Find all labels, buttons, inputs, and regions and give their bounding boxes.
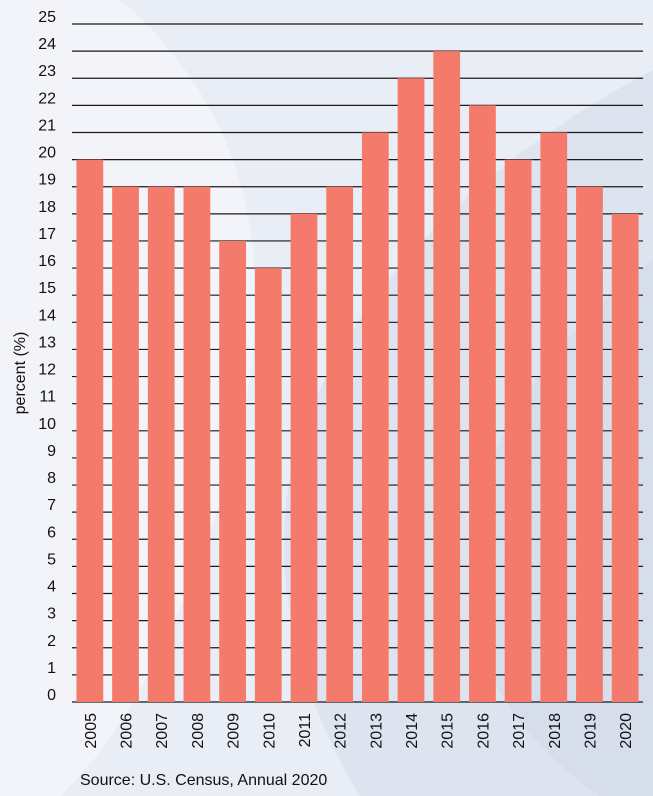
bar-2006 <box>112 186 139 703</box>
y-tick-label: 25 <box>38 9 56 26</box>
y-tick-label: 13 <box>38 334 56 351</box>
y-tick-label: 14 <box>38 307 56 324</box>
y-tick-label: 0 <box>47 687 56 704</box>
bar-2010 <box>254 268 282 702</box>
y-tick-label: 4 <box>47 579 56 596</box>
x-tick-label: 2018 <box>547 713 564 749</box>
y-axis-label: percent (%) <box>12 332 29 415</box>
y-tick-label: 2 <box>47 633 56 650</box>
bar-2015 <box>433 51 461 703</box>
y-tick-label: 11 <box>39 389 56 406</box>
y-tick-label: 22 <box>38 90 56 107</box>
x-tick-label: 2009 <box>226 713 243 749</box>
y-tick-label: 6 <box>47 524 56 541</box>
y-tick-label: 1 <box>47 660 56 677</box>
bar-2018 <box>540 132 568 703</box>
x-tick-label: 2008 <box>190 713 207 749</box>
bar-2014 <box>397 78 425 703</box>
y-tick-label: 8 <box>47 470 56 487</box>
bar-2019 <box>576 186 603 703</box>
y-tick-label: 16 <box>38 253 56 270</box>
y-tick-label: 17 <box>38 226 56 243</box>
y-tick-label: 23 <box>38 63 56 80</box>
x-tick-label: 2005 <box>83 713 100 749</box>
y-tick-label: 19 <box>38 172 56 189</box>
bar-2013 <box>361 132 389 703</box>
y-tick-labels: 0123456789101112131415161718192021222324… <box>38 9 56 704</box>
y-tick-label: 10 <box>38 416 56 433</box>
bar-2005 <box>76 159 104 703</box>
y-tick-label: 15 <box>38 280 56 297</box>
y-tick-label: 3 <box>47 606 56 623</box>
bar-2016 <box>469 105 496 703</box>
bar-2009 <box>219 240 246 702</box>
x-tick-label: 2007 <box>154 713 171 749</box>
bar-2007 <box>147 186 175 703</box>
bars <box>76 51 639 703</box>
bar-2011 <box>290 213 318 702</box>
x-tick-label: 2016 <box>475 713 492 749</box>
y-tick-label: 21 <box>38 117 56 134</box>
x-tick-label: 2013 <box>368 713 385 749</box>
x-tick-label: 2010 <box>261 713 278 749</box>
y-tick-label: 7 <box>47 497 56 514</box>
y-tick-label: 18 <box>38 199 56 216</box>
y-tick-label: 20 <box>38 145 56 162</box>
x-tick-label: 2006 <box>119 713 136 749</box>
y-tick-label: 5 <box>47 551 56 568</box>
x-tick-label: 2011 <box>297 713 314 748</box>
x-tick-label: 2015 <box>440 713 457 749</box>
x-tick-label: 2020 <box>618 713 635 749</box>
x-tick-label: 2019 <box>582 713 599 749</box>
bar-2017 <box>504 159 532 703</box>
bar-2020 <box>611 213 639 702</box>
y-tick-label: 9 <box>47 443 56 460</box>
x-tick-labels: 2005 2006 2007 2008 2009 2010 2011 2012 2013 2014… <box>83 713 635 749</box>
x-tick-label: 2017 <box>511 713 528 749</box>
x-tick-label: 2014 <box>404 713 421 749</box>
bar-2008 <box>183 186 211 703</box>
source-note: Source: U.S. Census, Annual 2020 <box>80 772 328 789</box>
x-tick-label: 2012 <box>333 713 350 749</box>
y-tick-label: 24 <box>38 36 56 53</box>
bar-2012 <box>326 186 354 703</box>
y-tick-label: 12 <box>38 362 56 379</box>
